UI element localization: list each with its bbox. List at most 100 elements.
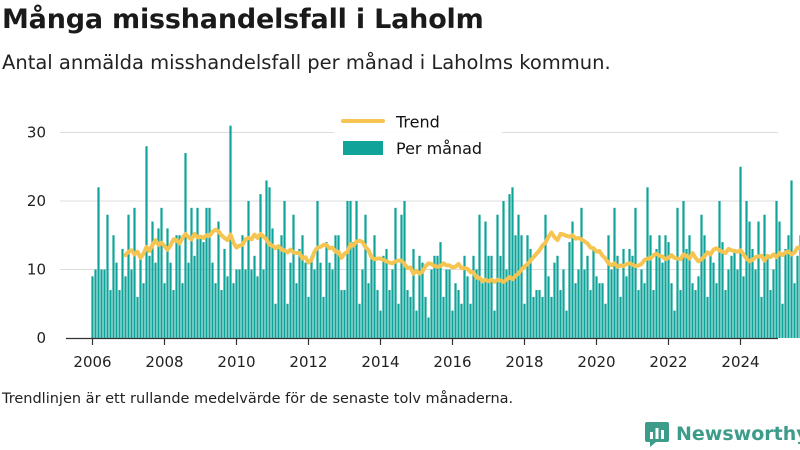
x-tick-label: 2014	[361, 353, 399, 371]
bar	[673, 310, 676, 338]
bar	[733, 248, 736, 338]
bar	[358, 303, 361, 338]
bar	[265, 180, 268, 338]
bar	[637, 290, 640, 338]
bar	[475, 269, 478, 338]
bar	[382, 255, 385, 338]
y-axis-tick-labels: 0 10 20 30	[27, 124, 46, 348]
bar	[793, 283, 796, 338]
bar	[286, 303, 289, 338]
bar	[259, 194, 262, 338]
bar	[178, 235, 181, 338]
bar	[130, 269, 133, 338]
bar	[736, 269, 739, 338]
bar	[211, 262, 214, 338]
bar	[424, 296, 427, 338]
bar	[541, 296, 544, 338]
bar	[694, 290, 697, 338]
bar	[91, 276, 94, 338]
bar	[379, 310, 382, 338]
bar	[445, 269, 448, 338]
bar	[400, 214, 403, 338]
bar	[361, 269, 364, 338]
bar	[685, 248, 688, 338]
bar	[442, 296, 445, 338]
bar	[718, 201, 721, 338]
bar	[604, 303, 607, 338]
bar	[247, 201, 250, 338]
bar	[115, 262, 118, 338]
bar	[166, 228, 169, 338]
bar	[325, 242, 328, 338]
bar	[367, 283, 370, 338]
bar	[451, 310, 454, 338]
bar	[622, 248, 625, 338]
bar	[193, 255, 196, 338]
bar	[190, 207, 193, 338]
bar	[460, 303, 463, 338]
bar	[139, 255, 142, 338]
bar	[766, 255, 769, 338]
bar	[253, 255, 256, 338]
bar	[391, 269, 394, 338]
bar	[493, 310, 496, 338]
x-tick-label: 2018	[505, 353, 543, 371]
bar	[250, 269, 253, 338]
bar	[121, 248, 124, 338]
newsworthy-logo-icon	[645, 422, 669, 447]
bar	[181, 283, 184, 338]
bar	[523, 303, 526, 338]
bar	[385, 248, 388, 338]
bar	[280, 235, 283, 338]
bar	[517, 214, 520, 338]
bar	[235, 269, 238, 338]
chart-footnote: Trendlinjen är ett rullande medelvärde f…	[2, 391, 514, 407]
y-tick-label: 30	[27, 124, 46, 142]
bar	[406, 290, 409, 338]
bar	[700, 214, 703, 338]
bar	[436, 255, 439, 338]
bar	[703, 235, 706, 338]
bar	[199, 235, 202, 338]
bar	[781, 303, 784, 338]
bar	[301, 235, 304, 338]
bar	[373, 235, 376, 338]
bar	[577, 269, 580, 338]
bar	[202, 242, 205, 338]
bar	[388, 290, 391, 338]
bar	[790, 180, 793, 338]
trend-line	[123, 227, 800, 284]
bar	[418, 255, 421, 338]
bar	[526, 235, 529, 338]
bar	[601, 283, 604, 338]
bar	[658, 235, 661, 338]
bar	[448, 269, 451, 338]
bar	[298, 248, 301, 338]
bar	[295, 283, 298, 338]
bar	[667, 242, 670, 338]
bar	[313, 269, 316, 338]
bar	[127, 214, 130, 338]
x-tick-label: 2024	[721, 353, 759, 371]
bar	[208, 207, 211, 338]
bar	[592, 248, 595, 338]
bar	[457, 290, 460, 338]
bar	[640, 269, 643, 338]
y-tick-label: 0	[36, 329, 46, 347]
bar	[691, 283, 694, 338]
bar	[553, 262, 556, 338]
bar	[775, 201, 778, 338]
bar	[142, 283, 145, 338]
bar	[502, 201, 505, 338]
bar	[256, 276, 259, 338]
bar	[292, 214, 295, 338]
bar	[784, 248, 787, 338]
bar	[112, 235, 115, 338]
bar	[172, 290, 175, 338]
bar	[334, 235, 337, 338]
bar	[682, 201, 685, 338]
bar	[157, 228, 160, 338]
bar	[514, 235, 517, 338]
bar	[652, 290, 655, 338]
bar	[721, 242, 724, 338]
